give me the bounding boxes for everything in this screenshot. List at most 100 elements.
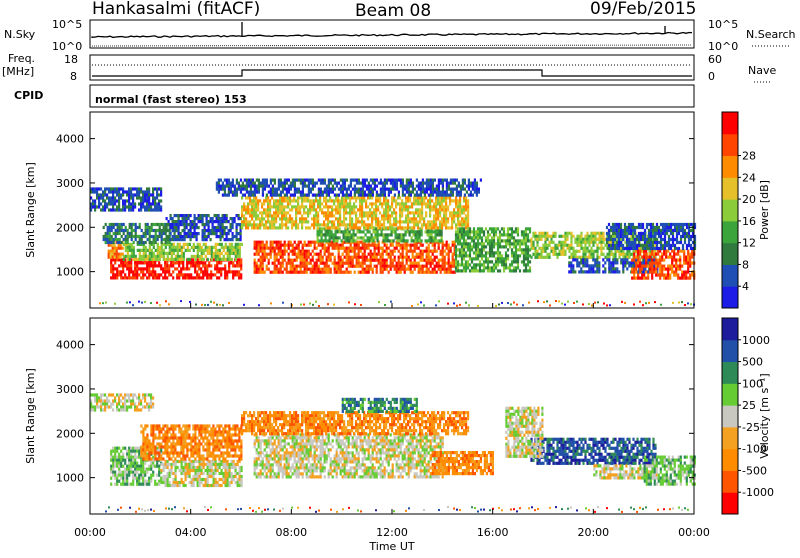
- power-echo-cell-0: [124, 261, 126, 264]
- power-echo-cell-6: [316, 262, 318, 265]
- power-echo-cell-8: [301, 199, 303, 202]
- power-echo-cell-8: [241, 214, 243, 217]
- power-echo-cell-8: [309, 205, 311, 208]
- power-echo-cell-6: [256, 265, 258, 268]
- power-echo-cell-5: [196, 223, 198, 226]
- power-echo-cell-0: [232, 270, 234, 273]
- power-echo-cell-0: [190, 264, 192, 267]
- power-echo-cell-6: [308, 253, 310, 256]
- power-echo-cell-3: [111, 226, 113, 229]
- power-echo-cell-11: [594, 235, 596, 238]
- power-echo-cell-2: [161, 246, 163, 249]
- power-echo-cell-6: [380, 259, 382, 262]
- power-echo-cell-13: [659, 262, 661, 265]
- power-echo-cell-9: [462, 188, 464, 191]
- power-echo-cell-9: [430, 179, 432, 182]
- power-echo-cell-7: [427, 230, 429, 233]
- power-echo-cell-8: [445, 217, 447, 220]
- power-echo-cell-8: [345, 208, 347, 211]
- power-echo-cell-11: [544, 238, 546, 241]
- power-echo-cell-8: [377, 226, 379, 229]
- power-echo-cell-12: [572, 258, 574, 261]
- power-echo-cell-8: [287, 217, 289, 220]
- power-echo-cell-6: [354, 247, 356, 250]
- power-echo-cell-8: [405, 226, 407, 229]
- power-echo-cell-9: [302, 179, 304, 182]
- power-echo-cell-9: [380, 182, 382, 185]
- power-echo-cell-9: [318, 191, 320, 194]
- power-echo-cell-6: [406, 259, 408, 262]
- power-echo-cell-12: [608, 261, 610, 264]
- power-echo-cell-3: [129, 223, 131, 226]
- power-echo-cell-0: [172, 276, 174, 279]
- power-echo-cell-7: [389, 233, 391, 236]
- power-echo-cell-2: [163, 258, 165, 261]
- power-echo-cell-7: [357, 230, 359, 233]
- power-echo-cell-7: [331, 236, 333, 239]
- power-echo-cell-9: [398, 194, 400, 197]
- power-echo-cell-6: [300, 265, 302, 268]
- power-echo-cell-10: [525, 251, 527, 254]
- power-echo-cell-6: [342, 271, 344, 274]
- power-echo-cell-9: [336, 182, 338, 185]
- power-echo-cell-10: [519, 254, 521, 257]
- power-echo-cell-0: [232, 273, 234, 276]
- power-echo-cell-9: [280, 191, 282, 194]
- power-echo-cell-8: [301, 220, 303, 223]
- power-echo-cell-8: [331, 211, 333, 214]
- power-echo-cell-10: [455, 239, 457, 242]
- power-echo-cell-10: [475, 269, 477, 272]
- power-echo-cell-9: [408, 185, 410, 188]
- power-echo-cell-2: [189, 243, 191, 246]
- power-echo-cell-8: [299, 208, 301, 211]
- power-echo-cell-7: [353, 233, 355, 236]
- power-echo-cell-8: [415, 199, 417, 202]
- power-echo-cell-0: [206, 273, 208, 276]
- power-echo-cell-4: [118, 190, 120, 193]
- power-echo-cell-6: [336, 271, 338, 274]
- power-echo-cell-8: [287, 220, 289, 223]
- power-echo-cell-12: [582, 264, 584, 267]
- power-echo-cell-11: [538, 235, 540, 238]
- power-echo-cell-4: [116, 205, 118, 208]
- power-echo-cell-4: [108, 199, 110, 202]
- power-echo-cell-6: [416, 262, 418, 265]
- power-echo-cell-8: [259, 211, 261, 214]
- power-echo-cell-8: [325, 205, 327, 208]
- power-echo-cell-5: [208, 214, 210, 217]
- power-echo-cell-8: [423, 202, 425, 205]
- power-echo-cell-2: [193, 249, 195, 252]
- power-echo-cell-4: [148, 196, 150, 199]
- power-echo-cell-11: [594, 250, 596, 253]
- power-echo-cell-3: [107, 232, 109, 235]
- power-echo-cell-6: [288, 244, 290, 247]
- power-echo-cell-10: [507, 257, 509, 260]
- power-echo-cell-9: [412, 182, 414, 185]
- power-echo-cell-6: [438, 268, 440, 271]
- power-echo-cell-6: [316, 271, 318, 274]
- power-echo-cell-8: [421, 223, 423, 226]
- power-echo-cell-8: [417, 223, 419, 226]
- power-echo-cell-6: [414, 265, 416, 268]
- power-echo-cell-3: [143, 235, 145, 238]
- power-echo-cell-0: [146, 270, 148, 273]
- power-echo-cell-5: [190, 226, 192, 229]
- power-echo-cell-3: [153, 223, 155, 226]
- power-echo-cell-11: [544, 244, 546, 247]
- power-echo-cell-8: [395, 211, 397, 214]
- power-echo-cell-5: [226, 217, 228, 220]
- power-echo-cell-6: [280, 265, 282, 268]
- power-echo-cell-6: [396, 271, 398, 274]
- power-echo-cell-6: [308, 244, 310, 247]
- power-echo-cell-10: [479, 269, 481, 272]
- power-echo-cell-0: [186, 267, 188, 270]
- power-echo-cell-9: [274, 182, 276, 185]
- power-echo-cell-6: [400, 244, 402, 247]
- power-echo-cell-10: [463, 227, 465, 230]
- power-echo-cell-3: [133, 223, 135, 226]
- power-echo-cell-12: [616, 258, 618, 261]
- power-echo-cell-4: [160, 205, 162, 208]
- power-echo-cell-3: [119, 232, 121, 235]
- power-echo-cell-11: [624, 253, 626, 256]
